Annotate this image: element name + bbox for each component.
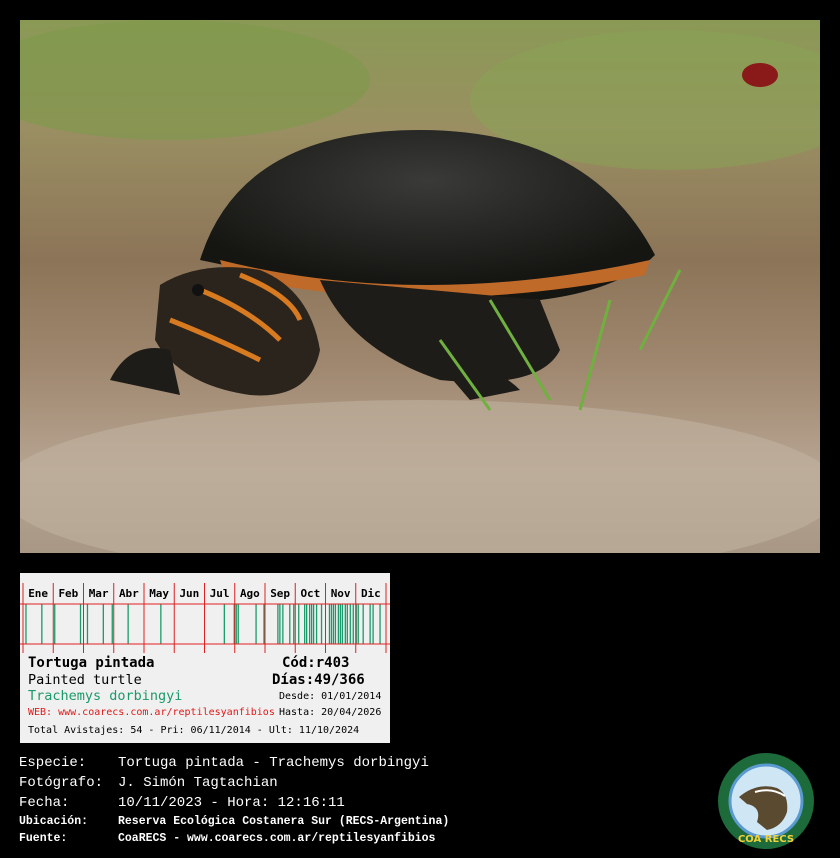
logo-text: COA RECS	[738, 834, 794, 845]
location-value: Reserva Ecológica Costanera Sur (RECS-Ar…	[118, 815, 450, 828]
web-link[interactable]: WEB: www.coarecs.com.ar/reptilesyanfibio…	[28, 707, 275, 718]
common-name: Tortuga pintada	[28, 655, 155, 671]
month-label: Dic	[361, 587, 381, 600]
month-label: Oct	[300, 587, 320, 600]
sightings-calendar: Ene Feb Mar Abr May Jun Jul Ago Sep Oct Nov Dic	[20, 583, 390, 653]
month-label: Ago	[240, 587, 260, 600]
month-label: Jun	[179, 587, 199, 600]
date-label: Fecha:	[19, 795, 70, 811]
scientific-name: Trachemys dorbingyi	[28, 688, 183, 704]
date-value: 10/11/2023 - Hora: 12:16:11	[118, 795, 345, 811]
source-value: CoaRECS - www.coarecs.com.ar/reptilesyan…	[118, 832, 436, 845]
turtle-photo	[20, 20, 820, 553]
source-label: Fuente:	[19, 832, 68, 845]
totals: Total Avistajes: 54 - Pri: 06/11/2014 - …	[28, 725, 360, 736]
month-label: May	[149, 587, 169, 600]
english-name: Painted turtle	[28, 672, 142, 688]
month-label: Abr	[119, 587, 139, 600]
days-count: Días:49/366	[272, 672, 365, 688]
until-date: Hasta: 20/04/2026	[279, 707, 382, 718]
species-label: Especie:	[19, 755, 87, 771]
month-label: Mar	[89, 587, 109, 600]
photographer-value: J. Simón Tagtachian	[118, 775, 278, 791]
species-value: Tortuga pintada - Trachemys dorbingyi	[118, 755, 429, 771]
photographer-label: Fotógrafo:	[19, 775, 104, 791]
month-label: Sep	[270, 587, 290, 600]
month-label: Nov	[331, 587, 351, 600]
species-card: Ene Feb Mar Abr May Jun Jul Ago Sep Oct Nov Dic Tor…	[20, 573, 390, 743]
photo-info: Especie: Tortuga pintada - Trachemys dorb…	[19, 755, 449, 849]
month-label: Jul	[210, 587, 230, 600]
month-label: Ene	[28, 587, 48, 600]
species-code: Cód:r403	[282, 655, 350, 671]
coa-recs-logo: COA RECS	[717, 752, 815, 850]
month-label: Feb	[58, 587, 78, 600]
since-date: Desde: 01/01/2014	[279, 691, 382, 702]
location-label: Ubicación:	[19, 815, 89, 828]
